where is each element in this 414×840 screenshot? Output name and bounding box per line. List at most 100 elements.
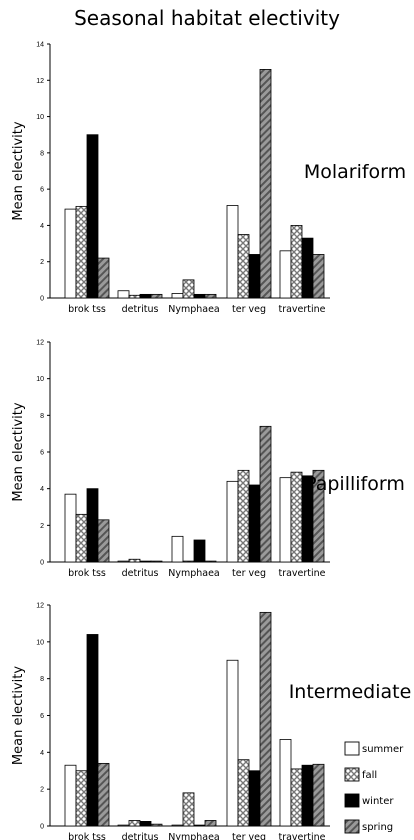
panel-label: Papilliform <box>305 473 405 495</box>
y-tick-label: 4 <box>40 486 44 493</box>
bar-travertine-summer <box>279 477 292 563</box>
bar-travertine-summer <box>279 739 292 827</box>
panel-label: Intermediate <box>289 681 412 703</box>
y-tick-label: 8 <box>40 676 44 683</box>
y-axis-label: Mean electivity <box>11 666 26 765</box>
y-tick-label: 0 <box>40 824 44 831</box>
bar-brok-tss-summer <box>64 764 77 827</box>
bar-travertine-spring <box>312 469 325 563</box>
bar-detritus-summer <box>117 560 130 563</box>
legend-label: fall <box>362 770 377 781</box>
y-tick-label: 10 <box>36 114 44 121</box>
y-tick-label: 12 <box>36 78 44 85</box>
bar-detritus-fall <box>128 820 141 827</box>
bar-travertine-summer <box>279 250 292 299</box>
bar-brok-tss-winter <box>86 634 99 827</box>
bar-ter-veg-spring <box>259 69 272 299</box>
y-tick-label: 0 <box>40 560 44 567</box>
x-category-label: travertine <box>278 304 325 315</box>
y-tick-label: 4 <box>40 750 44 757</box>
bar-brok-tss-fall <box>75 205 88 299</box>
bar-ter-veg-winter <box>248 254 261 299</box>
y-tick-label: 2 <box>40 787 44 794</box>
chart-legend: summer fall winter spring <box>344 741 404 834</box>
bar-nymphaea-spring <box>204 560 217 563</box>
bar-detritus-summer <box>117 290 130 299</box>
y-tick-label: 2 <box>40 523 44 530</box>
legend-item-winter: winter <box>344 793 394 808</box>
bar-nymphaea-fall <box>182 792 195 827</box>
bar-detritus-fall <box>128 558 141 563</box>
x-category-label: detritus <box>122 304 159 315</box>
bar-ter-veg-summer <box>226 205 239 299</box>
bar-detritus-fall <box>128 294 141 299</box>
bar-brok-tss-summer <box>64 208 77 299</box>
bar-travertine-fall <box>290 768 303 827</box>
x-category-label: Nymphaea <box>168 304 220 315</box>
bar-ter-veg-fall <box>237 759 250 827</box>
x-category-label: ter veg <box>232 832 266 840</box>
bar-travertine-winter <box>301 764 314 827</box>
bar-nymphaea-winter <box>193 824 206 827</box>
legend-item-summer: summer <box>344 741 404 756</box>
y-tick-label: 2 <box>40 259 44 266</box>
bar-nymphaea-fall <box>182 279 195 299</box>
x-category-label: Nymphaea <box>168 832 220 840</box>
y-tick-label: 12 <box>36 340 44 347</box>
chart-panel-intermediate: 0 2 4 6 8 10 12 Mean electivity brok tss detritus… <box>11 603 411 840</box>
y-tick-label: 6 <box>40 713 44 720</box>
y-tick-label: 0 <box>40 296 44 303</box>
bar-ter-veg-spring <box>259 611 272 827</box>
bar-nymphaea-summer <box>171 824 184 827</box>
bar-ter-veg-winter <box>248 484 261 563</box>
bar-detritus-summer <box>117 824 130 827</box>
bar-brok-tss-spring <box>97 257 110 299</box>
bar-ter-veg-spring <box>259 425 272 563</box>
bar-detritus-spring <box>150 293 163 299</box>
chart-title: Seasonal habitat electivity <box>74 6 340 30</box>
x-category-label: travertine <box>278 568 325 579</box>
chart-panel-papilliform: 0 2 4 6 8 10 12 Mean electivity brok tss detritus… <box>11 340 405 580</box>
y-tick-label: 8 <box>40 150 44 157</box>
bar-detritus-spring <box>150 823 163 827</box>
y-axis-label: Mean electivity <box>11 121 26 220</box>
bar-detritus-winter <box>139 293 152 299</box>
bar-ter-veg-summer <box>226 480 239 563</box>
x-category-label: travertine <box>278 832 325 840</box>
bar-brok-tss-winter <box>86 134 99 299</box>
y-tick-label: 8 <box>40 413 44 420</box>
x-category-label: brok tss <box>68 304 106 315</box>
y-tick-label: 12 <box>36 603 44 610</box>
x-category-label: detritus <box>122 568 159 579</box>
y-tick-label: 14 <box>36 42 44 49</box>
legend-swatch <box>344 767 360 782</box>
x-category-label: Nymphaea <box>168 568 220 579</box>
legend-item-spring: spring <box>344 819 393 834</box>
legend-swatch <box>344 741 360 756</box>
legend-swatch <box>344 793 360 808</box>
bar-nymphaea-spring <box>204 293 217 299</box>
x-category-label: brok tss <box>68 832 106 840</box>
bar-brok-tss-summer <box>64 493 77 563</box>
bar-brok-tss-fall <box>75 513 88 563</box>
bar-detritus-winter <box>139 560 152 563</box>
x-category-label: ter veg <box>232 304 266 315</box>
legend-label: summer <box>362 744 404 755</box>
legend-label: winter <box>362 796 394 807</box>
bar-nymphaea-summer <box>171 293 184 299</box>
bar-ter-veg-fall <box>237 469 250 563</box>
bar-brok-tss-winter <box>86 488 99 563</box>
bar-brok-tss-spring <box>97 762 110 827</box>
bar-ter-veg-fall <box>237 234 250 299</box>
y-tick-label: 4 <box>40 223 44 230</box>
bar-brok-tss-fall <box>75 770 88 827</box>
bar-travertine-fall <box>290 225 303 299</box>
bar-nymphaea-winter <box>193 293 206 299</box>
panel-label: Molariform <box>304 161 406 183</box>
bar-ter-veg-summer <box>226 659 239 827</box>
legend-item-fall: fall <box>344 767 377 782</box>
bar-nymphaea-spring <box>204 820 217 827</box>
x-category-label: detritus <box>122 832 159 840</box>
y-tick-label: 6 <box>40 450 44 457</box>
